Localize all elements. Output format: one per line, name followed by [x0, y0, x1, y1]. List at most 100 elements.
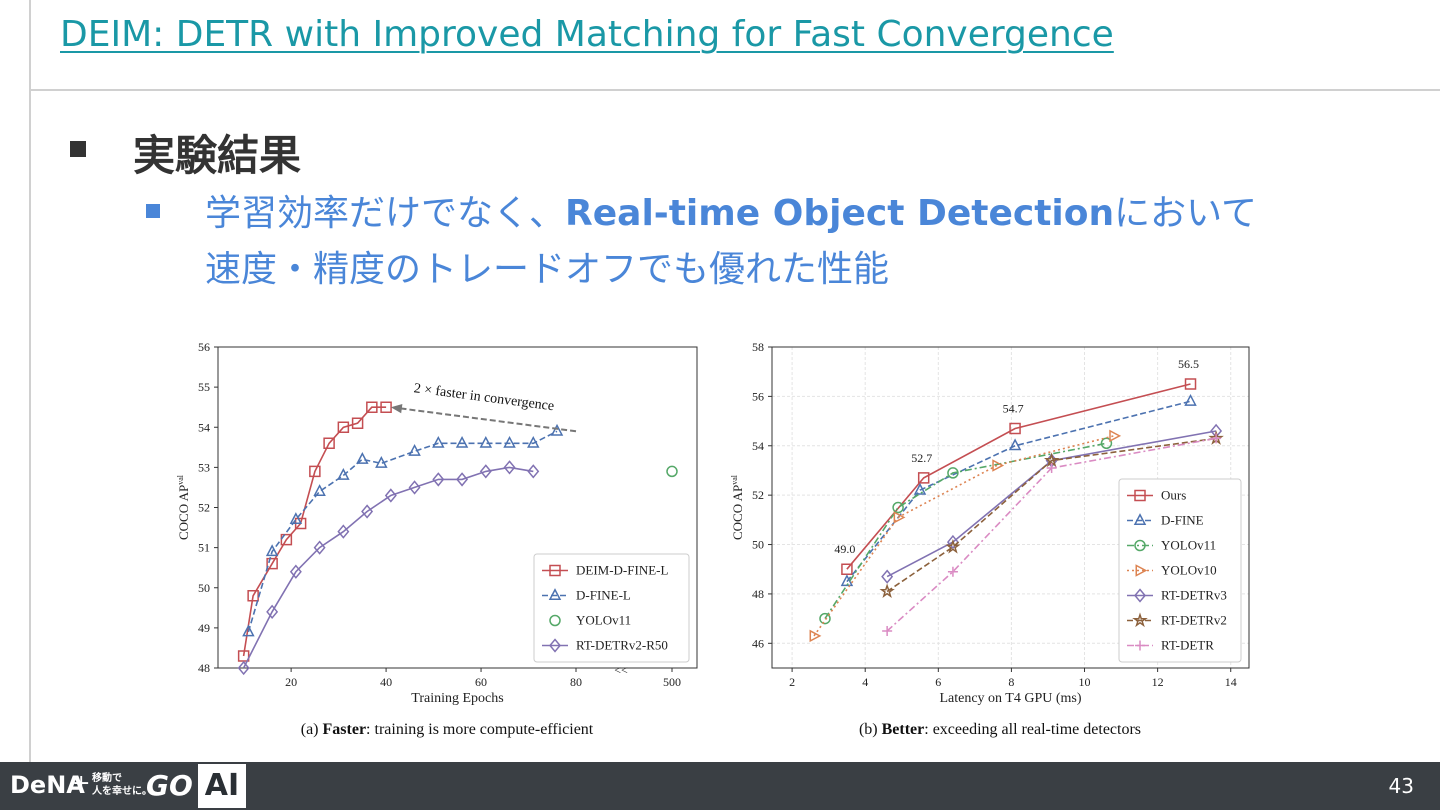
y-tick-label: 50 — [198, 581, 210, 595]
data-point — [351, 417, 364, 429]
data-point — [455, 435, 469, 448]
data-point — [384, 488, 397, 503]
series-line — [247, 430, 558, 633]
data-point — [337, 468, 350, 480]
logo-plus: + — [72, 771, 91, 796]
y-tick-label: 51 — [198, 541, 210, 555]
bullet-marker — [70, 141, 86, 157]
data-point — [947, 566, 958, 577]
data-point — [1184, 393, 1197, 406]
data-point — [945, 539, 961, 554]
text: : training is more compute-efficient — [366, 721, 594, 738]
series-line — [886, 437, 1217, 632]
legend-marker — [1134, 539, 1146, 552]
data-point — [289, 564, 302, 579]
data-point — [947, 467, 959, 479]
x-tick-label: 4 — [862, 675, 868, 689]
data-point — [992, 459, 1005, 472]
legend-marker — [1132, 612, 1148, 628]
x-tick-label: 8 — [1008, 675, 1014, 689]
data-point — [1046, 462, 1057, 473]
series-line — [824, 442, 1107, 620]
legend-label: YOLOv11 — [576, 613, 631, 628]
data-point — [289, 512, 303, 525]
tagline: 移動で 人を幸せに。 — [92, 772, 152, 798]
bullet: 実験結果 — [133, 131, 302, 180]
x-tick-label: 40 — [380, 675, 392, 689]
data-label: 49.0 — [834, 542, 855, 556]
data-point — [337, 524, 350, 539]
data-point — [309, 465, 321, 478]
text: val — [730, 474, 739, 485]
annotation-arrow — [398, 407, 577, 433]
legend-label: RT-DETRv3 — [1161, 588, 1227, 603]
text: 学習効率だけでなく、 — [205, 193, 566, 234]
series-line — [813, 435, 1114, 637]
data-point — [809, 629, 822, 643]
data-point — [1184, 378, 1197, 390]
y-tick-label: 46 — [752, 636, 764, 650]
text: COCO AP — [730, 485, 745, 540]
data-point — [879, 583, 895, 599]
data-point — [882, 625, 893, 636]
divider — [29, 0, 31, 762]
data-point — [280, 533, 293, 546]
legend-label: YOLOv10 — [1161, 563, 1217, 578]
series-line — [886, 437, 1217, 593]
data-point — [456, 472, 469, 487]
axes-frame — [771, 346, 1250, 669]
data-point — [266, 557, 278, 570]
y-tick-label: 52 — [752, 488, 764, 502]
legend-marker — [1135, 640, 1145, 651]
data-point — [527, 464, 540, 479]
text: 人を幸せに。 — [92, 786, 152, 797]
data-point — [432, 472, 445, 487]
data-point — [881, 569, 894, 584]
data-point — [1109, 429, 1122, 443]
text: val — [176, 474, 185, 485]
legend-label: DEIM-D-FINE-L — [576, 563, 668, 578]
legend-label: D-FINE-L — [576, 588, 631, 603]
x-tick-label: 6 — [935, 675, 941, 689]
data-point — [503, 435, 516, 448]
y-tick-label: 58 — [752, 340, 764, 354]
series-line — [886, 430, 1217, 578]
badge: AI — [198, 764, 246, 808]
text: (a) — [301, 721, 323, 738]
data-point — [237, 650, 250, 662]
legend-marker — [1135, 564, 1148, 577]
legend-marker — [548, 588, 562, 600]
x-tick-label: 2 — [789, 675, 795, 689]
data-point — [242, 624, 255, 637]
legend-label: D-FINE — [1161, 513, 1204, 528]
x-tick-label: 12 — [1152, 675, 1164, 689]
y-tick-label: 56 — [752, 389, 764, 403]
data-point — [819, 612, 831, 625]
data-point — [913, 482, 927, 495]
data-point — [313, 484, 326, 496]
data-point — [503, 460, 516, 475]
x-tick-label: 14 — [1225, 675, 1237, 689]
axis-break: << — [614, 663, 628, 677]
legend-label: RT-DETRv2 — [1161, 613, 1227, 628]
logo: DeNA — [10, 771, 85, 799]
y-tick-label: 49 — [198, 621, 210, 635]
data-label: 54.7 — [1003, 401, 1024, 415]
series-line — [846, 400, 1191, 583]
text: において — [1114, 193, 1258, 234]
page-number: 43 — [1388, 774, 1414, 798]
legend-marker — [1134, 588, 1146, 603]
x-tick-label: 500 — [663, 675, 681, 689]
text: Real-time Object Detection — [565, 193, 1115, 234]
data-point — [527, 435, 540, 448]
y-tick-label: 56 — [198, 340, 210, 354]
x-tick-label: 60 — [475, 675, 487, 689]
y-tick-label: 50 — [752, 538, 764, 552]
data-point — [550, 423, 564, 436]
text: Faster — [323, 721, 367, 738]
text: : exceeding all real-time detectors — [924, 721, 1141, 738]
data-point — [323, 437, 335, 450]
text: 速度・精度のトレードオフでも優れた性能 — [205, 249, 890, 290]
data-point — [356, 451, 369, 464]
